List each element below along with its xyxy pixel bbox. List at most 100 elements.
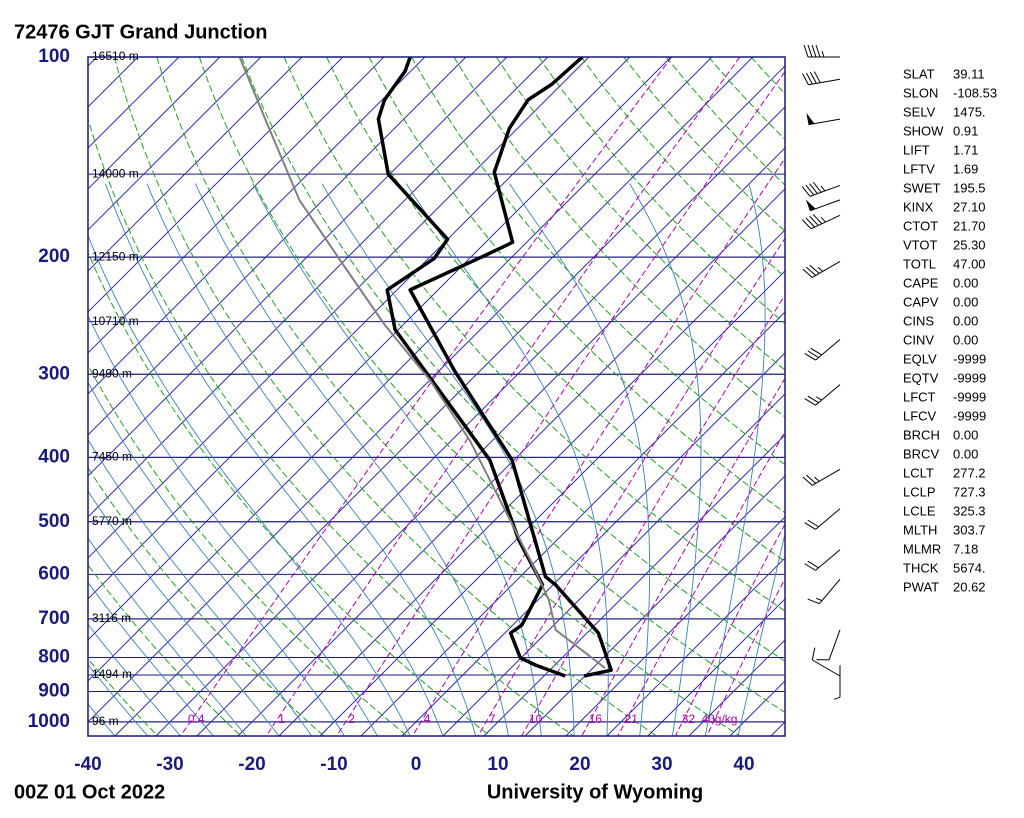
dry-adiabat bbox=[88, 657, 159, 736]
mixing-ratio-label: 40g/kg bbox=[701, 712, 737, 726]
dry-adiabat bbox=[368, 57, 785, 514]
isotherm bbox=[196, 147, 785, 736]
x-tick-label: -10 bbox=[320, 754, 347, 775]
barb-full bbox=[805, 72, 813, 85]
index-value: -9999 bbox=[953, 370, 986, 385]
wind-barb bbox=[811, 647, 841, 677]
barb-full bbox=[811, 647, 816, 661]
barb-full bbox=[812, 214, 823, 225]
index-name: LFTV bbox=[903, 161, 935, 176]
wind-barb bbox=[804, 549, 841, 571]
moist-adiabat bbox=[146, 183, 477, 736]
isotherm bbox=[88, 57, 549, 518]
x-tick-label: 0 bbox=[411, 754, 422, 775]
index-value: -108.53 bbox=[953, 85, 997, 100]
dry-adiabat bbox=[411, 57, 785, 466]
index-name: KINX bbox=[903, 199, 934, 214]
barb-half bbox=[820, 217, 826, 223]
mixing-ratio-label: 16 bbox=[589, 712, 603, 726]
index-value: 195.5 bbox=[953, 180, 986, 195]
barb-half bbox=[815, 396, 822, 401]
barb-full bbox=[807, 350, 819, 358]
wind-barb bbox=[804, 384, 841, 406]
index-value: 7.18 bbox=[953, 541, 978, 556]
x-tick-label: 30 bbox=[651, 754, 672, 775]
index-name: BRCV bbox=[903, 446, 939, 461]
sounding-line bbox=[408, 57, 613, 678]
index-name: MLTH bbox=[903, 522, 937, 537]
barb-flag bbox=[805, 199, 816, 211]
barb-half bbox=[814, 476, 820, 482]
moist-adiabat bbox=[88, 490, 280, 736]
barb-full bbox=[804, 522, 816, 530]
isotherm bbox=[483, 434, 785, 736]
index-name: LCLT bbox=[903, 465, 934, 480]
barb-full bbox=[804, 353, 816, 361]
barb-full bbox=[805, 266, 817, 276]
index-value: 25.30 bbox=[953, 237, 986, 252]
isotherm bbox=[442, 393, 785, 736]
chart-title: 72476 GJT Grand Junction bbox=[14, 21, 267, 43]
height-label: 10710 m bbox=[92, 314, 139, 328]
moist-adiabat bbox=[509, 183, 651, 736]
barb-full bbox=[807, 44, 813, 58]
moist-adiabat bbox=[405, 183, 609, 736]
dry-adiabat bbox=[88, 117, 574, 736]
isotherm bbox=[319, 270, 785, 736]
index-name: CINV bbox=[903, 332, 934, 347]
moist-adiabat bbox=[88, 664, 149, 736]
isotherm bbox=[88, 57, 221, 190]
dry-adiabat bbox=[326, 57, 785, 563]
barb-full bbox=[807, 560, 819, 569]
mixing-ratio-label: 2 bbox=[348, 712, 355, 726]
mixing-ratio-line bbox=[412, 157, 785, 736]
isotherm bbox=[88, 57, 98, 67]
isotherm bbox=[88, 57, 139, 108]
height-label: 12150 m bbox=[92, 249, 139, 263]
y-tick-label: 800 bbox=[38, 646, 70, 667]
isotherm bbox=[88, 57, 467, 436]
x-tick-label: -30 bbox=[156, 754, 183, 775]
wind-barb bbox=[801, 214, 841, 230]
index-name: VTOT bbox=[903, 237, 937, 252]
mixing-ratio-line bbox=[617, 430, 785, 736]
barb-full bbox=[811, 44, 817, 58]
index-value: 20.62 bbox=[953, 579, 986, 594]
mixing-ratio-line bbox=[581, 377, 785, 736]
height-label: 1494 m bbox=[92, 667, 132, 681]
barb-half bbox=[815, 597, 823, 602]
index-value: 1475. bbox=[953, 104, 986, 119]
barb-full bbox=[802, 268, 813, 278]
mixing-ratio-line bbox=[477, 237, 785, 736]
barb-staff bbox=[812, 468, 841, 486]
index-name: LCLP bbox=[903, 484, 936, 499]
moist-adiabat bbox=[88, 381, 345, 736]
isotherm bbox=[524, 475, 785, 736]
barb-full bbox=[815, 44, 821, 58]
barb-full bbox=[802, 476, 813, 486]
index-value: -9999 bbox=[953, 408, 986, 423]
index-name: SLAT bbox=[903, 66, 935, 81]
wind-barb bbox=[804, 339, 841, 361]
moist-adiabat bbox=[195, 183, 509, 736]
index-name: LFCV bbox=[903, 408, 937, 423]
moist-adiabat bbox=[704, 183, 766, 736]
moist-adiabat bbox=[88, 581, 214, 736]
y-tick-label: 1000 bbox=[28, 711, 70, 732]
y-tick-label: 600 bbox=[38, 563, 70, 584]
wind-barb bbox=[802, 468, 841, 486]
barb-half bbox=[821, 50, 825, 58]
height-label: 5770 m bbox=[92, 514, 132, 528]
index-value: 39.11 bbox=[953, 66, 985, 81]
wind-barb bbox=[806, 112, 841, 126]
moist-adiabat bbox=[321, 183, 575, 736]
barb-staff bbox=[828, 629, 841, 661]
isotherm bbox=[88, 57, 508, 477]
dry-adiabat bbox=[88, 564, 242, 736]
moist-adiabat bbox=[88, 537, 247, 736]
moist-adiabat bbox=[737, 531, 785, 736]
index-name: CAPE bbox=[903, 275, 939, 290]
barb-staff bbox=[808, 118, 841, 126]
x-tick-label: -40 bbox=[74, 754, 101, 775]
isotherm bbox=[155, 106, 785, 736]
